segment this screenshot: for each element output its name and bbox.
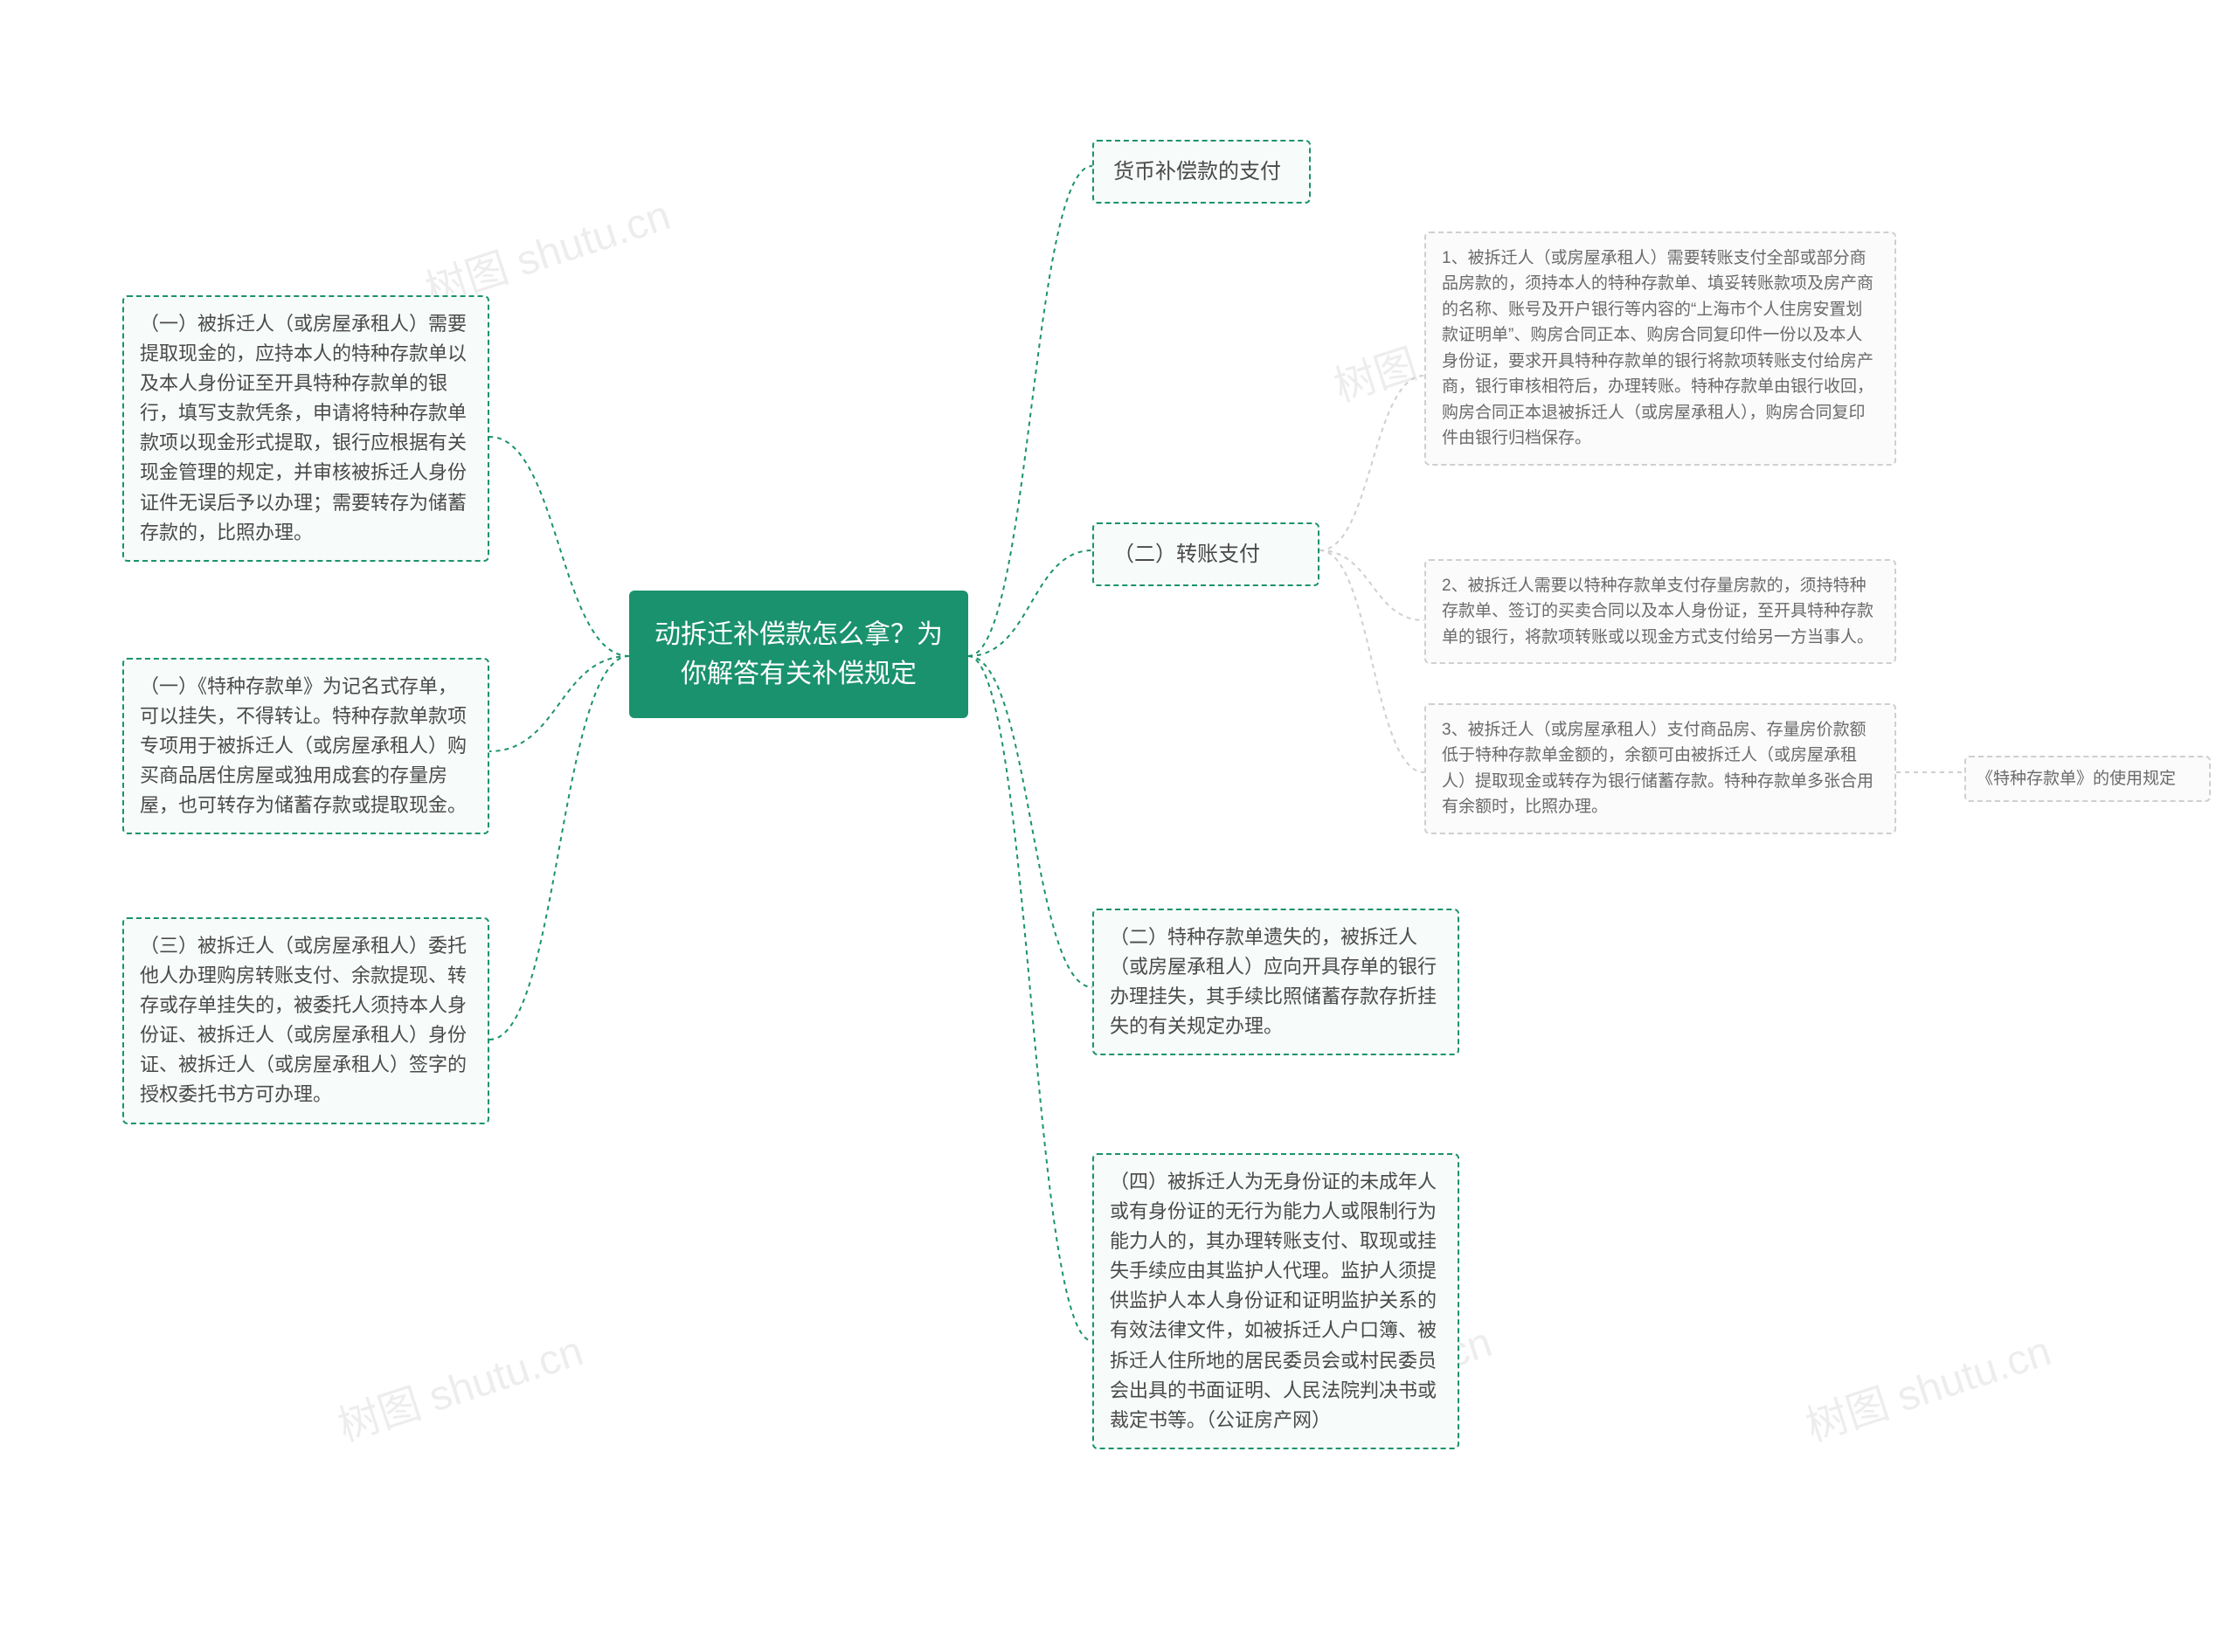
right-sub-2: 2、被拆迁人需要以特种存款单支付存量房款的，须持特种存款单、签订的买卖合同以及本… <box>1424 559 1896 664</box>
right-title-2-text: （二）转账支付 <box>1113 543 1260 566</box>
right-leaf-text: 《特种存款单》的使用规定 <box>1977 770 2176 788</box>
watermark: 树图 shutu.cn <box>329 1317 589 1453</box>
right-title-2: （二）转账支付 <box>1092 522 1319 586</box>
right-sub-3: 3、被拆迁人（或房屋承租人）支付商品房、存量房价款额低于特种存款单金额的，余额可… <box>1424 703 1896 834</box>
right-leaf: 《特种存款单》的使用规定 <box>1964 756 2211 802</box>
right-node-5: （四）被拆迁人为无身份证的未成年人或有身份证的无行为能力人或限制行为能力人的，其… <box>1092 1153 1459 1449</box>
right-title-1: 货币补偿款的支付 <box>1092 140 1311 204</box>
right-sub-1: 1、被拆迁人（或房屋承租人）需要转账支付全部或部分商品房款的，须持本人的特种存款… <box>1424 232 1896 466</box>
left-node-1: （一）被拆迁人（或房屋承租人）需要提取现金的，应持本人的特种存款单以及本人身份证… <box>122 295 489 562</box>
root-text: 动拆迁补偿款怎么拿？为你解答有关补偿规定 <box>654 620 943 688</box>
left-node-1-text: （一）被拆迁人（或房屋承租人）需要提取现金的，应持本人的特种存款单以及本人身份证… <box>140 313 467 543</box>
right-node-4-text: （二）特种存款单遗失的，被拆迁人（或房屋承租人）应向开具存单的银行办理挂失，其手… <box>1110 926 1437 1037</box>
left-node-3: （三）被拆迁人（或房屋承租人）委托他人办理购房转账支付、余款提现、转存或存单挂失… <box>122 917 489 1124</box>
watermark: 树图 shutu.cn <box>1797 1317 2057 1453</box>
left-node-2-text: （一）《特种存款单》为记名式存单，可以挂失，不得转让。特种存款单款项专项用于被拆… <box>140 675 467 816</box>
right-sub-3-text: 3、被拆迁人（或房屋承租人）支付商品房、存量房价款额低于特种存款单金额的，余额可… <box>1442 721 1873 816</box>
right-node-4: （二）特种存款单遗失的，被拆迁人（或房屋承租人）应向开具存单的银行办理挂失，其手… <box>1092 909 1459 1055</box>
right-title-1-text: 货币补偿款的支付 <box>1113 160 1281 183</box>
right-node-5-text: （四）被拆迁人为无身份证的未成年人或有身份证的无行为能力人或限制行为能力人的，其… <box>1110 1171 1437 1431</box>
right-sub-2-text: 2、被拆迁人需要以特种存款单支付存量房款的，须持特种存款单、签订的买卖合同以及本… <box>1442 577 1873 646</box>
left-node-2: （一）《特种存款单》为记名式存单，可以挂失，不得转让。特种存款单款项专项用于被拆… <box>122 658 489 834</box>
root-node: 动拆迁补偿款怎么拿？为你解答有关补偿规定 <box>629 591 968 718</box>
right-sub-1-text: 1、被拆迁人（或房屋承租人）需要转账支付全部或部分商品房款的，须持本人的特种存款… <box>1442 249 1873 447</box>
left-node-3-text: （三）被拆迁人（或房屋承租人）委托他人办理购房转账支付、余款提现、转存或存单挂失… <box>140 935 467 1105</box>
